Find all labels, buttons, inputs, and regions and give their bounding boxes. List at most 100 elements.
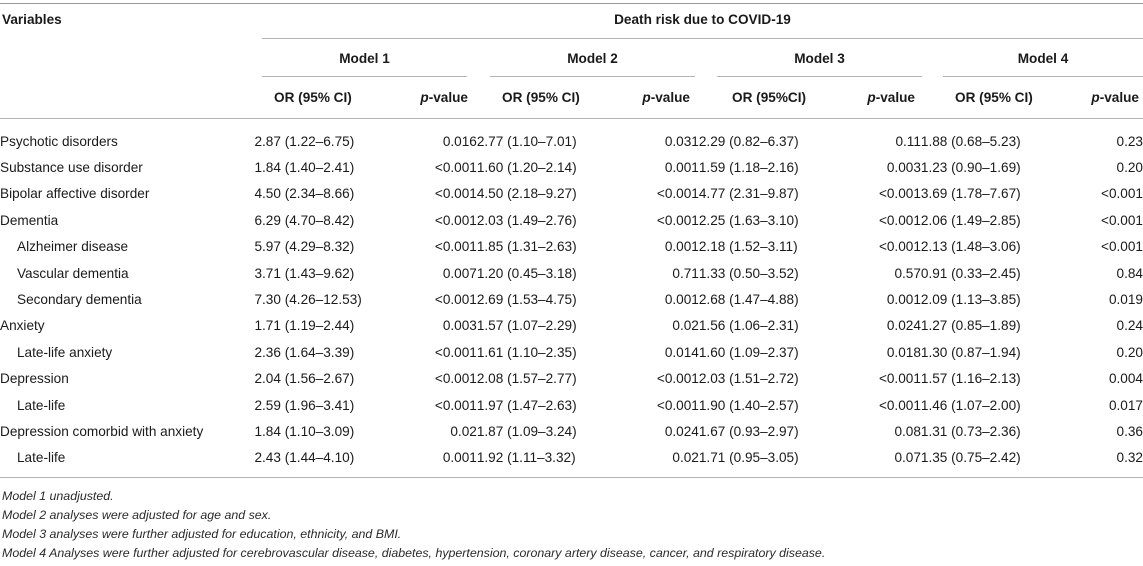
table-row: Late-life 2.43 (1.44–4.10) 0.001 1.92 (1.11… bbox=[0, 445, 1143, 471]
p-header-1: p-value bbox=[400, 90, 468, 106]
or-cell: 4.50 (2.18–9.27) bbox=[476, 186, 577, 202]
p-cell: 0.11 bbox=[895, 133, 921, 149]
p-cell: 0.017 bbox=[1108, 397, 1143, 413]
table-body: Psychotic disorders 2.87 (1.22–6.75) 0.016… bbox=[0, 128, 1143, 471]
p-cell: 0.003 bbox=[442, 318, 477, 334]
p-cell: 0.84 bbox=[1116, 265, 1143, 281]
outcome-header: Death risk due to COVID-19 bbox=[614, 12, 791, 27]
model-4-header: Model 4 bbox=[1017, 51, 1069, 66]
or-cell: 2.08 (1.57–2.77) bbox=[476, 371, 577, 387]
bottom-rule bbox=[0, 477, 1143, 478]
table-row: Late-life 2.59 (1.96–3.41) <0.001 1.97 (1.4… bbox=[0, 392, 1143, 418]
p-cell: 0.024 bbox=[886, 318, 921, 334]
or-cell: 2.77 (1.10–7.01) bbox=[476, 133, 577, 149]
p-cell: <0.001 bbox=[878, 371, 921, 387]
or-cell: 2.06 (1.49–2.85) bbox=[920, 212, 1021, 228]
model-1-header: Model 1 bbox=[339, 51, 390, 66]
or-cell: 1.97 (1.47–2.63) bbox=[476, 397, 577, 413]
or-cell: 1.84 (1.40–2.41) bbox=[254, 160, 355, 176]
or-cell: 2.03 (1.51–2.72) bbox=[698, 371, 799, 387]
p-cell: 0.32 bbox=[1116, 450, 1143, 466]
table-row: Substance use disorder 1.84 (1.40–2.41) <0… bbox=[0, 154, 1143, 180]
p-cell: <0.001 bbox=[656, 397, 699, 413]
or-cell: 3.69 (1.78–7.67) bbox=[920, 186, 1021, 202]
or-cell: 2.43 (1.44–4.10) bbox=[254, 450, 355, 466]
row-label: Depression bbox=[0, 371, 69, 387]
or-cell: 1.60 (1.20–2.14) bbox=[476, 160, 577, 176]
p-cell: 0.016 bbox=[442, 133, 477, 149]
table-row: Alzheimer disease 5.97 (4.29–8.32) <0.001 1… bbox=[0, 234, 1143, 260]
p-cell: <0.001 bbox=[1101, 212, 1143, 228]
p-cell: <0.001 bbox=[1101, 186, 1143, 202]
p-italic: p bbox=[867, 90, 876, 105]
or-cell: 1.61 (1.10–2.35) bbox=[476, 344, 577, 360]
or-header-3: OR (95%CI) bbox=[732, 90, 807, 105]
p-cell: <0.001 bbox=[878, 239, 921, 255]
p-cell: <0.001 bbox=[434, 212, 477, 228]
header-rule bbox=[0, 118, 1143, 119]
top-rule bbox=[0, 3, 1143, 4]
p-cell: 0.02 bbox=[672, 318, 699, 334]
p-cell: 0.20 bbox=[1116, 344, 1143, 360]
or-cell: 7.30 (4.26–12.53) bbox=[254, 292, 362, 308]
row-label: Depression comorbid with anxiety bbox=[0, 423, 204, 439]
or-cell: 1.60 (1.09–2.37) bbox=[698, 344, 799, 360]
p-cell: <0.001 bbox=[1101, 239, 1143, 255]
p-italic: p bbox=[1091, 90, 1100, 105]
row-label: Psychotic disorders bbox=[0, 133, 118, 149]
p-cell: <0.001 bbox=[878, 212, 921, 228]
p-cell: 0.001 bbox=[442, 450, 477, 466]
table-row: Secondary dementia 7.30 (4.26–12.53) <0.00… bbox=[0, 286, 1143, 312]
or-cell: 3.71 (1.43–9.62) bbox=[254, 265, 355, 281]
p-cell: 0.07 bbox=[894, 450, 921, 466]
p-cell: 0.001 bbox=[664, 292, 699, 308]
or-header-1: OR (95% CI) bbox=[274, 90, 352, 105]
table-row: Bipolar affective disorder 4.50 (2.34–8.6… bbox=[0, 181, 1143, 207]
p-cell: 0.24 bbox=[1116, 318, 1143, 334]
footnote-4: Model 4 Analyses were further adjusted f… bbox=[2, 546, 826, 560]
or-cell: 1.57 (1.16–2.13) bbox=[920, 371, 1021, 387]
model-3-underline bbox=[717, 76, 922, 77]
table-row: Dementia 6.29 (4.70–8.42) <0.001 2.03 (1.49… bbox=[0, 207, 1143, 233]
p-cell: 0.001 bbox=[664, 239, 699, 255]
p-suffix: -value bbox=[875, 90, 915, 105]
or-cell: 2.59 (1.96–3.41) bbox=[254, 397, 355, 413]
or-cell: 1.71 (1.19–2.44) bbox=[254, 318, 355, 334]
row-label: Bipolar affective disorder bbox=[0, 186, 150, 202]
p-cell: 0.23 bbox=[1116, 133, 1143, 149]
p-cell: 0.20 bbox=[1116, 160, 1143, 176]
p-cell: <0.001 bbox=[656, 186, 699, 202]
or-cell: 1.85 (1.31–2.63) bbox=[476, 239, 577, 255]
p-suffix: -value bbox=[428, 90, 468, 105]
p-cell: 0.024 bbox=[664, 423, 699, 439]
row-label: Late-life bbox=[17, 450, 66, 466]
or-cell: 1.67 (0.93–2.97) bbox=[698, 423, 799, 439]
or-cell: 0.91 (0.33–2.45) bbox=[920, 265, 1021, 281]
p-cell: 0.031 bbox=[664, 133, 699, 149]
p-suffix: -value bbox=[1099, 90, 1139, 105]
variables-header: Variables bbox=[2, 12, 62, 27]
or-header-2: OR (95% CI) bbox=[502, 90, 580, 105]
p-cell: <0.001 bbox=[656, 371, 699, 387]
p-suffix: -value bbox=[650, 90, 690, 105]
or-cell: 2.03 (1.49–2.76) bbox=[476, 212, 577, 228]
or-cell: 1.33 (0.50–3.52) bbox=[698, 265, 799, 281]
or-cell: 6.29 (4.70–8.42) bbox=[254, 212, 355, 228]
or-cell: 2.18 (1.52–3.11) bbox=[698, 239, 798, 255]
p-cell: 0.71 bbox=[672, 265, 699, 281]
or-header-4: OR (95% CI) bbox=[955, 90, 1033, 105]
or-cell: 2.25 (1.63–3.10) bbox=[698, 212, 799, 228]
p-italic: p bbox=[420, 90, 429, 105]
table-row: Depression comorbid with anxiety 1.84 (1.… bbox=[0, 418, 1143, 444]
row-label: Dementia bbox=[0, 212, 59, 228]
table-row: Depression 2.04 (1.56–2.67) <0.001 2.08 (1.… bbox=[0, 366, 1143, 392]
p-cell: 0.014 bbox=[664, 344, 699, 360]
p-cell: <0.001 bbox=[434, 292, 477, 308]
model-2-underline bbox=[490, 76, 695, 77]
row-label: Anxiety bbox=[0, 318, 45, 334]
p-cell: 0.001 bbox=[664, 160, 699, 176]
outcome-underline bbox=[262, 38, 1143, 39]
or-cell: 2.87 (1.22–6.75) bbox=[254, 133, 355, 149]
p-cell: <0.001 bbox=[434, 371, 477, 387]
p-header-2: p-value bbox=[622, 90, 690, 106]
